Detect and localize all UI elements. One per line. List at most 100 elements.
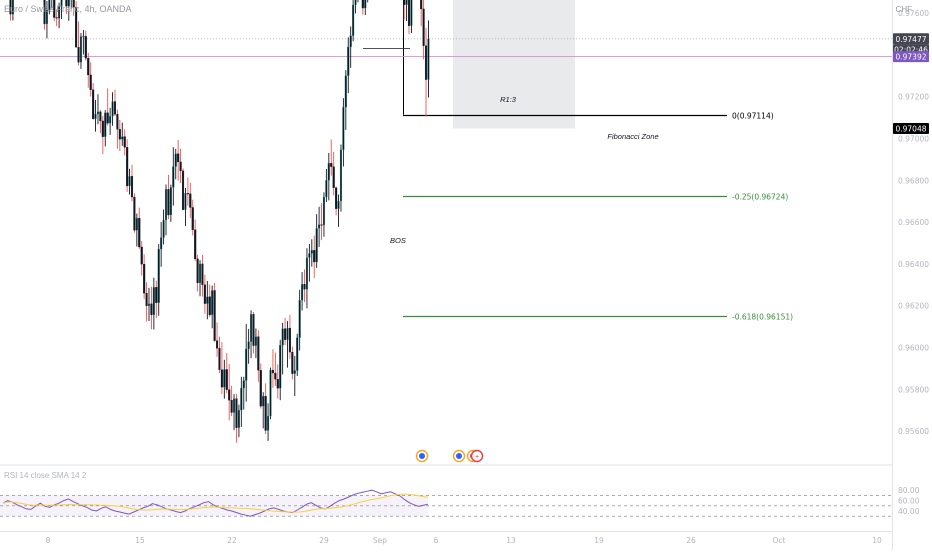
candle-body	[339, 149, 343, 202]
economic-event-icon	[470, 449, 484, 463]
candle-body	[354, 0, 357, 6]
candle-body	[301, 284, 304, 301]
candle-body	[113, 101, 117, 115]
candle-body	[335, 187, 338, 209]
candle-body	[245, 348, 248, 381]
candle-body	[215, 340, 219, 349]
candle-body	[133, 196, 136, 231]
candle-body	[84, 36, 87, 59]
rsi-tick-label: 40.00	[898, 507, 920, 516]
candle-body	[286, 327, 289, 340]
candle-body	[281, 328, 284, 346]
price-axis-badge-label: 0.97048	[895, 124, 926, 133]
candle-body	[53, 0, 56, 18]
currency-label: CHF	[895, 5, 912, 14]
candle-body	[213, 290, 216, 341]
candle-body	[305, 257, 308, 290]
price-axis-badge-label: 0.97392	[895, 53, 926, 62]
price-tick-label: 0.97200	[898, 93, 929, 102]
symbol-title[interactable]: Euro / Swiss Franc, 4h, OANDA	[4, 4, 132, 14]
candle-body	[174, 153, 177, 167]
candle-body	[315, 228, 318, 263]
candle-body	[60, 0, 63, 7]
candle-body	[352, 4, 355, 36]
candle-body	[228, 389, 231, 401]
time-tick-label: Oct	[773, 536, 786, 545]
candle-body	[164, 189, 168, 221]
price-tick-label: 0.96200	[898, 302, 929, 311]
time-tick-label: 15	[135, 536, 145, 545]
candle-body	[48, 0, 51, 11]
candle-body	[250, 314, 253, 342]
candle-body	[55, 17, 58, 19]
candle-body	[313, 250, 316, 263]
candle-body	[150, 303, 153, 316]
candle-body	[291, 351, 294, 374]
candle-body	[422, 8, 425, 46]
candle-body	[96, 111, 100, 115]
candle-body	[427, 38, 430, 80]
candle-body	[242, 380, 245, 389]
candle-body	[288, 327, 291, 353]
economic-event-icon-dot	[456, 453, 462, 459]
candle-body	[410, 0, 413, 26]
price-tick-label: 0.96600	[898, 218, 929, 227]
candle-body	[262, 396, 265, 407]
candle-body	[271, 369, 274, 374]
candle-body	[121, 136, 124, 140]
bos-label: BOS	[390, 236, 406, 245]
candle-body	[264, 396, 267, 431]
price-tick-label: 0.96000	[898, 344, 929, 353]
candle-body	[332, 166, 335, 188]
candle-body	[274, 372, 277, 380]
candle-body	[94, 113, 97, 120]
candle-body	[254, 336, 257, 346]
candle-body	[92, 89, 95, 120]
candle-body	[403, 0, 406, 5]
candle-body	[320, 224, 323, 226]
price-axis-badge-label: 0.97477	[895, 35, 926, 44]
time-tick-label: 29	[319, 536, 329, 545]
candle-body	[293, 370, 296, 374]
candle-body	[322, 196, 326, 226]
candle-body	[347, 46, 350, 76]
candle-body	[420, 0, 423, 10]
candle-body	[308, 253, 311, 258]
candle-body	[325, 180, 328, 198]
candle-body	[128, 176, 131, 187]
rsi-line	[2, 489, 429, 517]
candle-body	[152, 287, 155, 316]
candle-body	[179, 161, 182, 172]
candle-body	[208, 296, 211, 316]
rsi-indicator-title[interactable]: RSI 14 close SMA 14 2	[4, 471, 87, 480]
candle-body	[344, 75, 347, 108]
price-axis-badge	[893, 33, 929, 45]
candle-body	[169, 187, 172, 216]
rsi-band	[0, 495, 428, 517]
candle-body	[259, 370, 262, 407]
price-tick-label: 0.96800	[898, 176, 929, 185]
take-profit-zone	[453, 0, 575, 129]
time-tick-label: 8	[46, 536, 51, 545]
candle-body	[206, 296, 209, 304]
candle-body	[330, 163, 333, 167]
fib-level-label: -0.618(0.96151)	[732, 313, 793, 322]
candle-body	[310, 250, 313, 254]
candle-body	[223, 369, 226, 388]
candle-body	[130, 176, 134, 198]
candle-body	[162, 219, 165, 238]
candle-body	[186, 193, 189, 195]
candle-body	[276, 379, 279, 389]
candle-body	[361, 0, 364, 9]
candle-body	[232, 398, 236, 413]
candle-body	[106, 112, 109, 124]
candle-body	[58, 6, 61, 19]
candle-body	[342, 107, 345, 150]
candle-body	[118, 129, 121, 140]
candle-body	[77, 47, 80, 63]
price-tick-label: 0.96400	[898, 260, 929, 269]
candle-body	[257, 336, 260, 371]
candle-body	[240, 387, 243, 411]
